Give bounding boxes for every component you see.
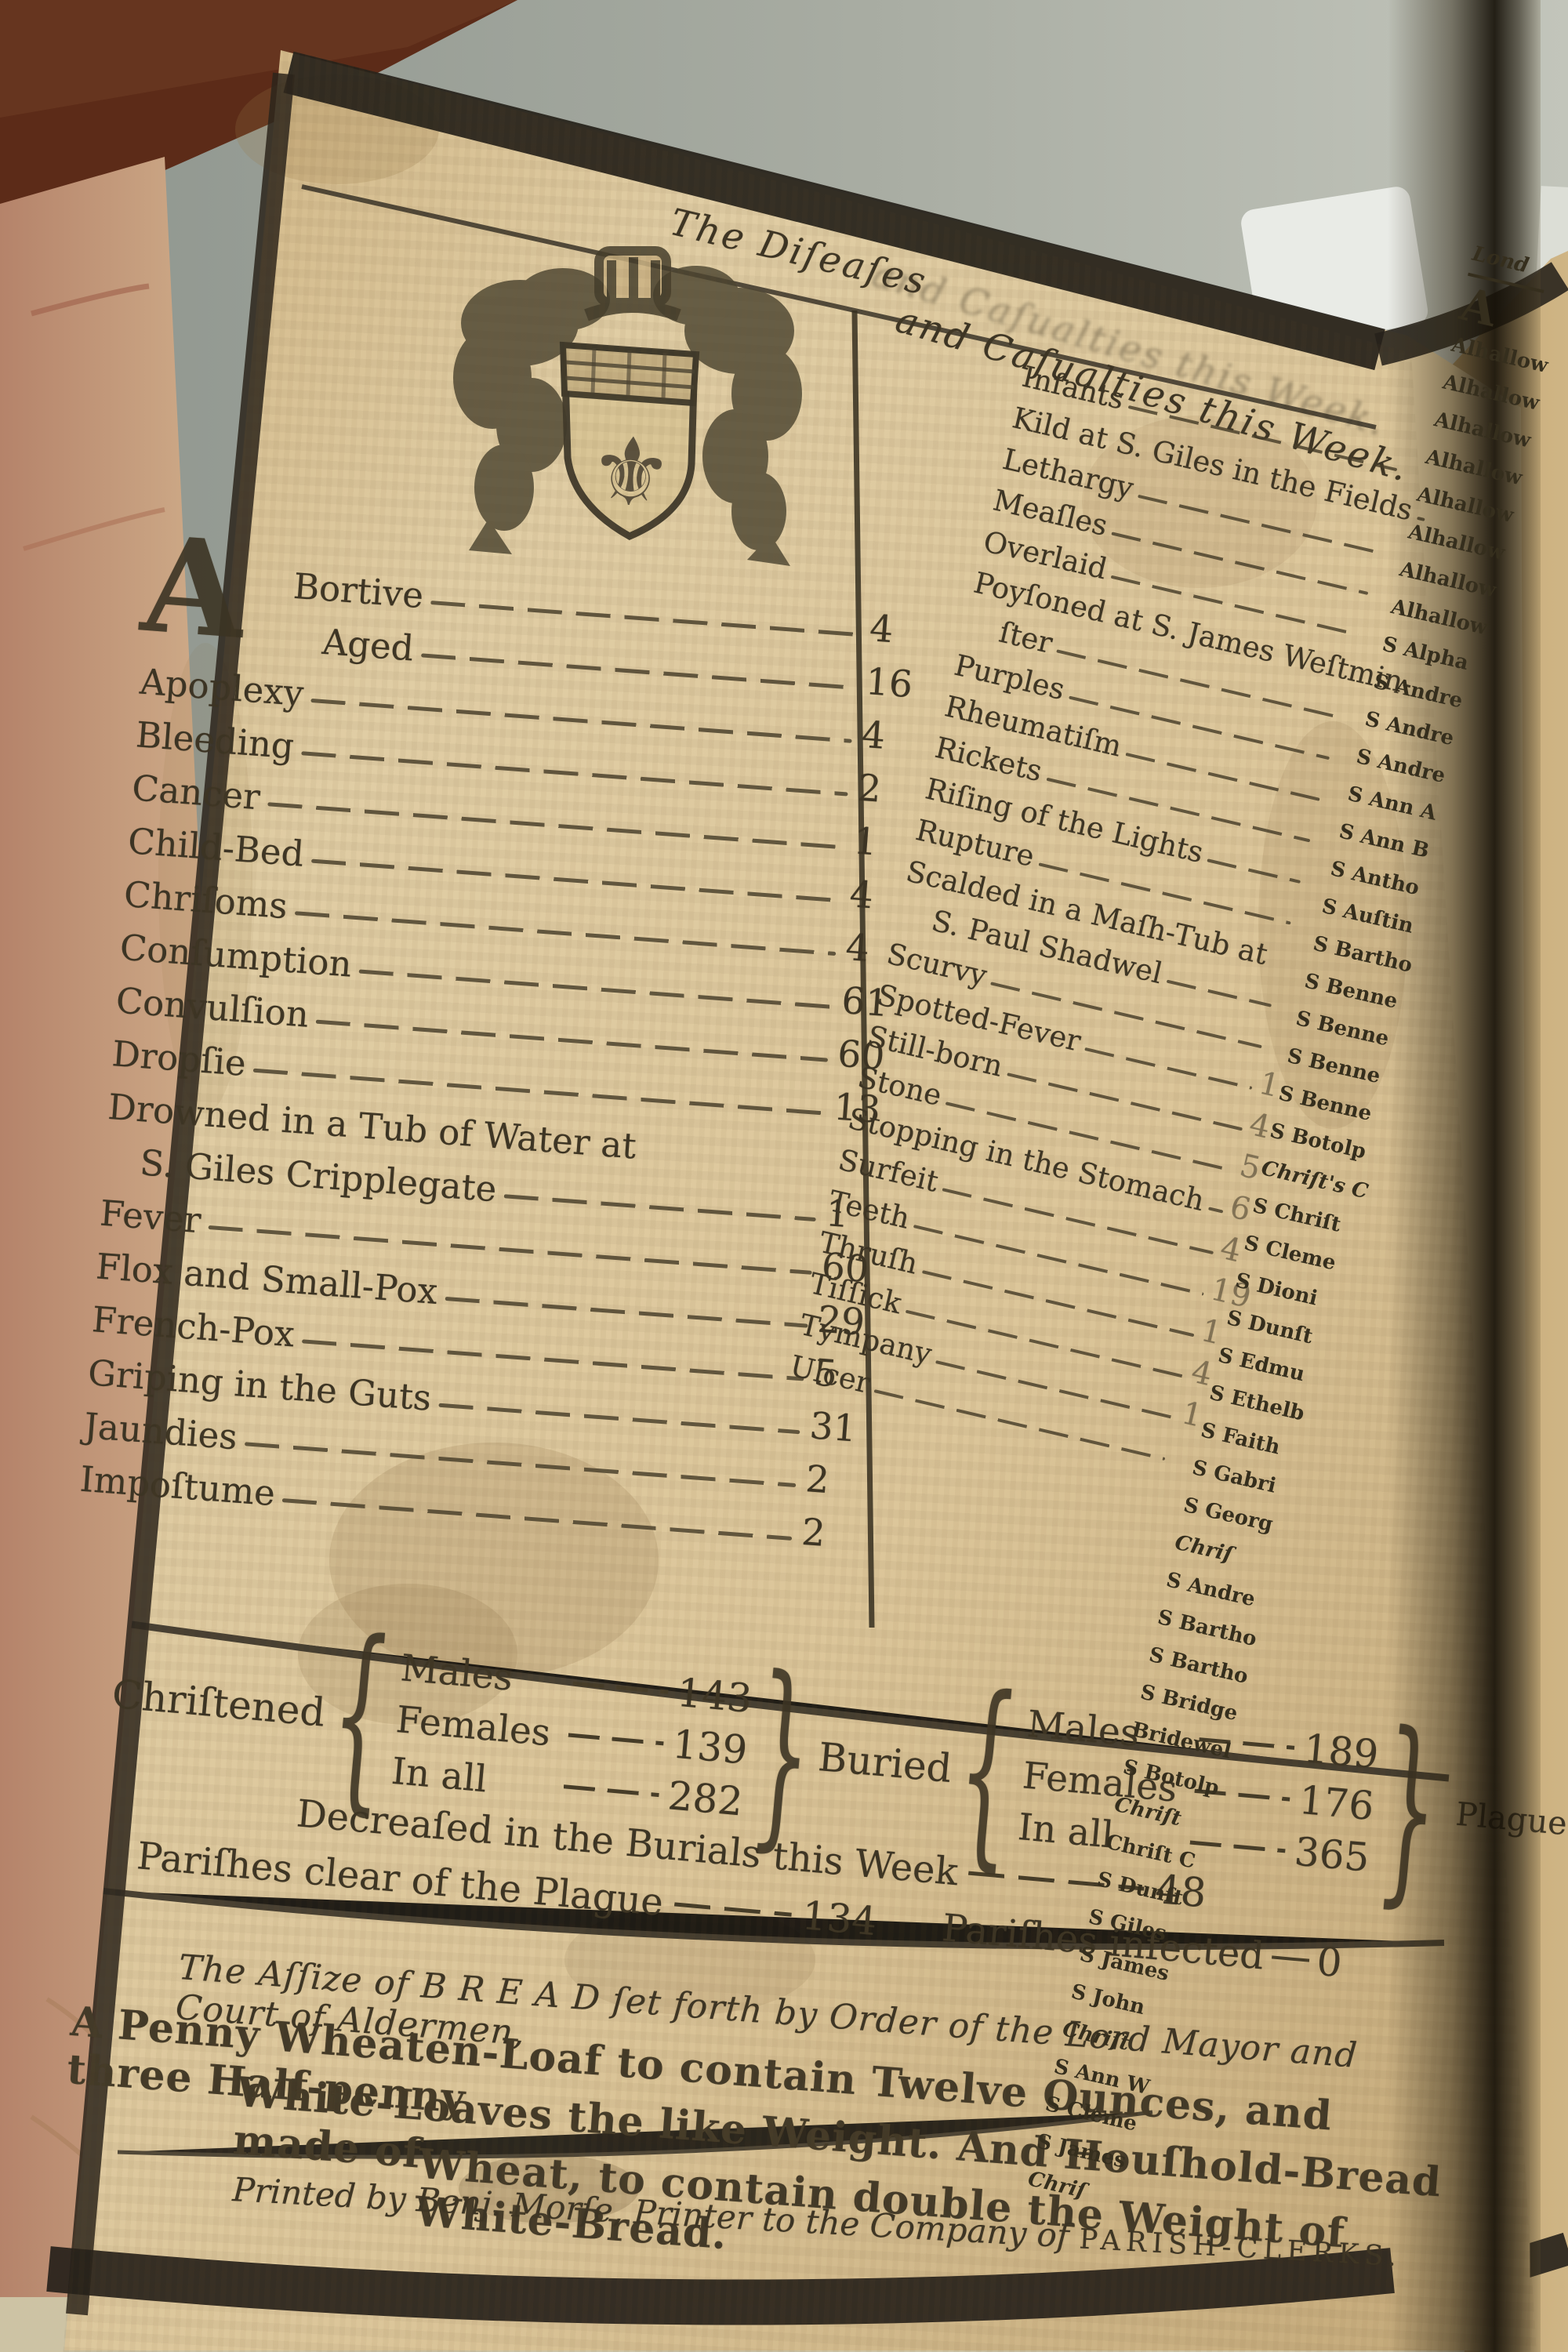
buried-label: Buried — [816, 1734, 954, 1792]
open-brace: { — [949, 1653, 1025, 1892]
summary-value: 143 — [675, 1669, 754, 1722]
parishes-clear-value: 134 — [800, 1893, 879, 1945]
summary-key: In all — [390, 1749, 489, 1801]
helm — [584, 246, 681, 321]
column-divider-rule — [851, 310, 875, 1628]
imprint-rule — [117, 2110, 1153, 2159]
cause-count: 4 — [860, 713, 887, 758]
cause-count: 16 — [864, 659, 914, 707]
close-brace: } — [744, 1634, 822, 1874]
leader-dashes — [572, 1681, 669, 1694]
summary-value: 176 — [1297, 1777, 1376, 1830]
cause-count: 4 — [868, 607, 895, 652]
cause-count: 2 — [800, 1510, 827, 1556]
dash — [1271, 1955, 1310, 1962]
leader-dashes — [568, 1732, 664, 1745]
plague-count: Plague 0 — [1454, 1795, 1568, 1849]
summary-value: 139 — [670, 1721, 750, 1773]
cause-label: Fever — [98, 1192, 203, 1242]
header-rule — [301, 184, 1377, 430]
cause-count: 2 — [856, 766, 883, 811]
left-border-band — [66, 72, 295, 2316]
parishes-infected-value: 0 — [1315, 1938, 1345, 1987]
cause-count: 31 — [808, 1404, 858, 1451]
cause-count: 2 — [804, 1457, 831, 1503]
drop-cap-A: A — [136, 506, 251, 669]
coat-of-arms: ⚜ — [445, 229, 814, 566]
cause-label: Bortive — [292, 564, 426, 617]
mantling-foliage — [453, 266, 802, 566]
leader-dashes — [1207, 1207, 1224, 1214]
summary-value: 189 — [1301, 1726, 1381, 1778]
summary-value: 365 — [1292, 1828, 1371, 1881]
close-brace: } — [1370, 1690, 1448, 1929]
top-border-band — [283, 51, 1385, 371]
leader-dashes — [563, 1784, 659, 1797]
bottom-border-band — [46, 2246, 1395, 2325]
plague-label: Plague — [1454, 1795, 1568, 1843]
assize-top-rule — [103, 1888, 1445, 1951]
christened-label: Chriſtened — [110, 1671, 328, 1736]
open-brace: { — [322, 1596, 399, 1835]
bill-page — [64, 50, 1530, 2350]
summary-value: 282 — [666, 1773, 745, 1825]
cause-label: Aged — [321, 620, 416, 670]
fleur-de-lis-icon: ⚜ — [585, 416, 677, 530]
leader-dashes — [673, 1901, 792, 1917]
summary-top-rule — [131, 1621, 1450, 1782]
diseases-left-column: A Bortive 4 Aged 16 — [78, 506, 944, 1559]
shield — [559, 341, 700, 541]
